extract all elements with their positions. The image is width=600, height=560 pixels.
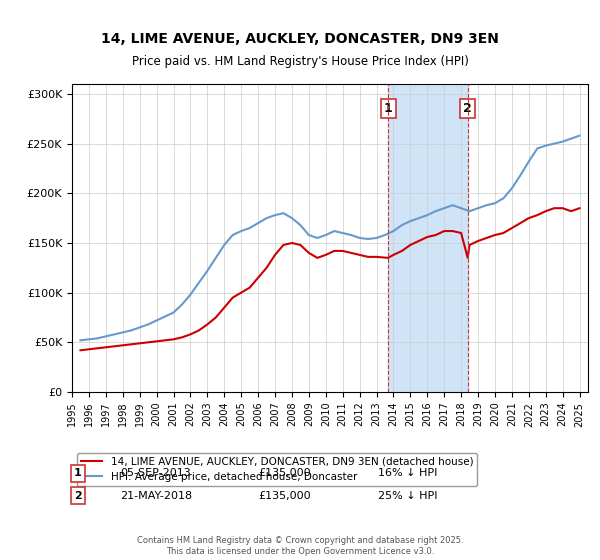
Text: 16% ↓ HPI: 16% ↓ HPI [378,468,437,478]
Text: £135,000: £135,000 [258,468,311,478]
Legend: 14, LIME AVENUE, AUCKLEY, DONCASTER, DN9 3EN (detached house), HPI: Average pric: 14, LIME AVENUE, AUCKLEY, DONCASTER, DN9… [77,452,478,486]
Text: 2: 2 [463,102,472,115]
Text: Price paid vs. HM Land Registry's House Price Index (HPI): Price paid vs. HM Land Registry's House … [131,55,469,68]
Text: 1: 1 [74,468,82,478]
Text: 05-SEP-2013: 05-SEP-2013 [120,468,191,478]
Text: Contains HM Land Registry data © Crown copyright and database right 2025.
This d: Contains HM Land Registry data © Crown c… [137,536,463,556]
Text: 1: 1 [383,102,392,115]
Text: 25% ↓ HPI: 25% ↓ HPI [378,491,437,501]
Bar [388,84,468,392]
Text: 2: 2 [74,491,82,501]
Text: £135,000: £135,000 [258,491,311,501]
Text: 14, LIME AVENUE, AUCKLEY, DONCASTER, DN9 3EN: 14, LIME AVENUE, AUCKLEY, DONCASTER, DN9… [101,32,499,46]
Text: 21-MAY-2018: 21-MAY-2018 [120,491,192,501]
